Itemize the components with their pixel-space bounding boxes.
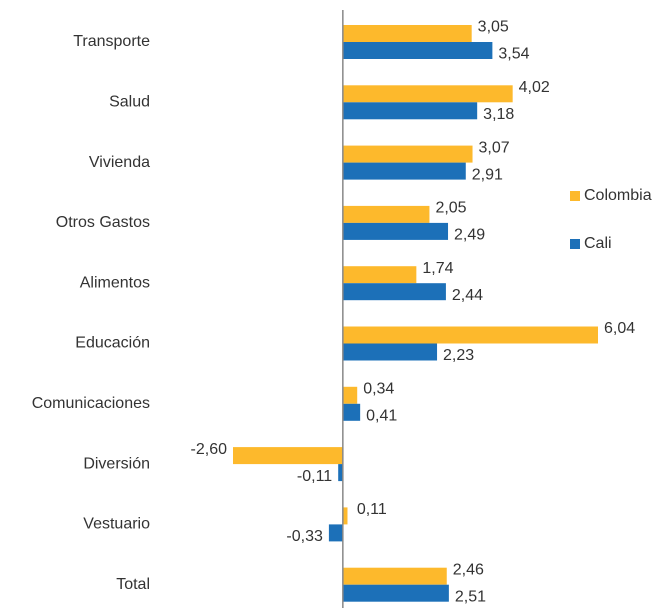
value-label: 0,34 — [363, 381, 394, 398]
value-label: -0,33 — [286, 528, 323, 545]
value-label: 3,54 — [498, 46, 529, 63]
value-label: 2,49 — [454, 227, 485, 244]
legend-label: Cali — [584, 235, 612, 252]
value-label: 2,91 — [472, 166, 503, 183]
bar — [342, 567, 447, 585]
value-label: 0,11 — [357, 501, 387, 518]
value-label: 0,41 — [366, 408, 397, 425]
value-label: -0,11 — [297, 468, 332, 485]
bar — [342, 162, 466, 180]
value-label: 3,07 — [479, 139, 510, 156]
bar — [342, 222, 449, 240]
legend-swatch — [570, 239, 580, 249]
bar — [338, 464, 343, 482]
bar — [342, 507, 348, 525]
value-label: 2,23 — [443, 347, 474, 364]
value-label: 2,46 — [453, 561, 484, 578]
bar — [342, 343, 438, 361]
value-label: -2,60 — [191, 441, 228, 458]
bar — [342, 584, 449, 602]
bar — [342, 326, 598, 344]
value-label: 6,04 — [604, 320, 635, 337]
value-label: 2,51 — [455, 588, 486, 605]
value-label: 2,44 — [452, 287, 483, 304]
bar — [342, 403, 361, 421]
category-label: Alimentos — [80, 274, 150, 291]
legend-swatch — [570, 191, 580, 201]
bar — [342, 42, 493, 59]
value-label: 4,02 — [519, 79, 550, 96]
bar — [342, 386, 358, 404]
category-label: Transporte — [73, 33, 150, 50]
bar — [342, 25, 472, 42]
value-label: 3,18 — [483, 106, 514, 123]
bar — [342, 283, 446, 301]
category-label: Total — [116, 576, 150, 593]
bar — [342, 102, 478, 120]
value-label: 1,74 — [422, 260, 453, 277]
category-label: Otros Gastos — [56, 214, 150, 231]
bar — [342, 85, 513, 103]
category-label: Vivienda — [89, 154, 150, 171]
category-label: Educación — [75, 335, 150, 352]
category-label: Vestuario — [83, 516, 150, 533]
category-label: Comunicaciones — [32, 395, 150, 412]
bar — [342, 205, 430, 223]
value-label: 3,05 — [478, 19, 509, 36]
legend-label: Colombia — [584, 187, 652, 204]
value-label: 2,05 — [435, 200, 466, 217]
category-label: Diversión — [83, 455, 150, 472]
bar — [328, 524, 343, 542]
bar — [342, 145, 473, 163]
bar — [233, 447, 343, 465]
bar — [342, 266, 417, 284]
category-label: Salud — [109, 94, 150, 111]
